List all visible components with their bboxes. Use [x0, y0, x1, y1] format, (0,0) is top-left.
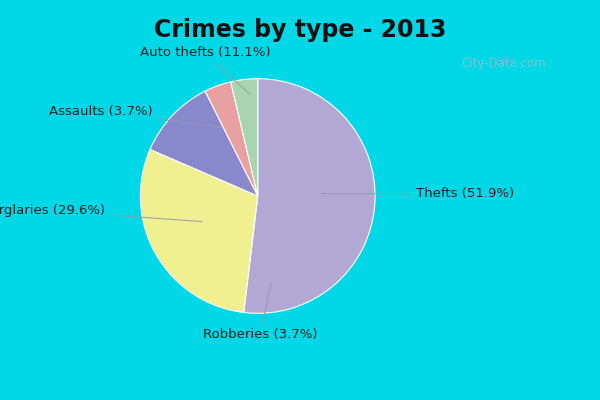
Wedge shape [231, 79, 258, 196]
Wedge shape [150, 91, 258, 196]
Text: Assaults (3.7%): Assaults (3.7%) [49, 105, 222, 128]
Text: Thefts (51.9%): Thefts (51.9%) [322, 187, 514, 200]
Text: Crimes by type - 2013: Crimes by type - 2013 [154, 18, 446, 42]
Wedge shape [244, 79, 375, 313]
Text: Robberies (3.7%): Robberies (3.7%) [203, 283, 317, 341]
Wedge shape [205, 82, 258, 196]
Text: City-Data.com: City-Data.com [461, 58, 547, 70]
Text: Auto thefts (11.1%): Auto thefts (11.1%) [140, 46, 270, 94]
Wedge shape [140, 150, 258, 312]
Text: Burglaries (29.6%): Burglaries (29.6%) [0, 204, 202, 222]
